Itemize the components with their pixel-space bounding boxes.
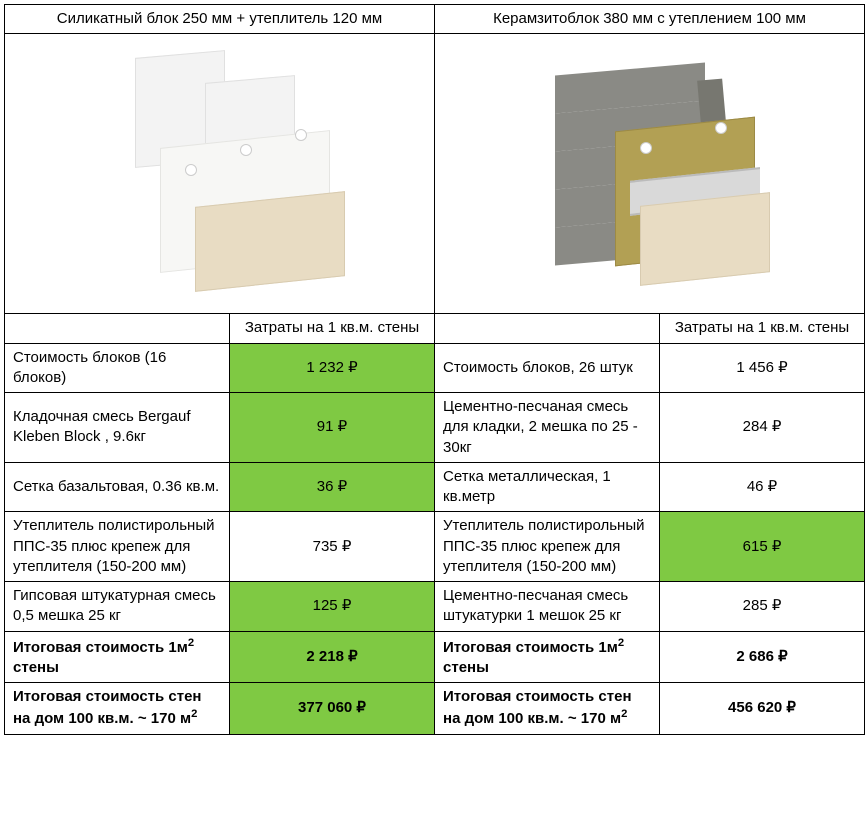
row-label-right: Сетка металлическая, 1 кв.метр [435, 462, 660, 512]
row-value-left: 1 232 ₽ [230, 343, 435, 393]
table-row: Кладочная смесь Bergauf Kleben Block , 9… [5, 393, 865, 463]
row-label-right: Утеплитель полистирольный ППС-35 плюс кр… [435, 512, 660, 582]
total-label-left: Итоговая стоимость 1м2 стены [5, 631, 230, 683]
table-row: Утеплитель полистирольный ППС-35 плюс кр… [5, 512, 865, 582]
total-label-right: Итоговая стоимость стен на дом 100 кв.м.… [435, 683, 660, 735]
row-label-right: Цементно-песчаная смесь для кладки, 2 ме… [435, 393, 660, 463]
row-label-right: Стоимость блоков, 26 штук [435, 343, 660, 393]
cost-header-right: Затраты на 1 кв.м. стены [660, 314, 865, 343]
total-row: Итоговая стоимость стен на дом 100 кв.м.… [5, 683, 865, 735]
row-label-left: Гипсовая штукатурная смесь 0,5 мешка 25 … [5, 582, 230, 632]
row-value-right: 615 ₽ [660, 512, 865, 582]
table-row: Гипсовая штукатурная смесь 0,5 мешка 25 … [5, 582, 865, 632]
row-value-left: 91 ₽ [230, 393, 435, 463]
row-label-left: Кладочная смесь Bergauf Kleben Block , 9… [5, 393, 230, 463]
header-left: Силикатный блок 250 мм + утеплитель 120 … [5, 5, 435, 34]
row-value-left: 125 ₽ [230, 582, 435, 632]
cost-header-right-blank [435, 314, 660, 343]
total-label-left: Итоговая стоимость стен на дом 100 кв.м.… [5, 683, 230, 735]
cost-header-row: Затраты на 1 кв.м. стены Затраты на 1 кв… [5, 314, 865, 343]
row-label-left: Стоимость блоков (16 блоков) [5, 343, 230, 393]
header-right: Керамзитоблок 380 мм с утеплением 100 мм [435, 5, 865, 34]
table-row: Стоимость блоков (16 блоков)1 232 ₽Стоим… [5, 343, 865, 393]
cost-header-left: Затраты на 1 кв.м. стены [230, 314, 435, 343]
row-label-left: Утеплитель полистирольный ППС-35 плюс кр… [5, 512, 230, 582]
total-value-left: 2 218 ₽ [230, 631, 435, 683]
row-value-right: 284 ₽ [660, 393, 865, 463]
row-label-right: Цементно-песчаная смесь штукатурки 1 меш… [435, 582, 660, 632]
row-value-right: 46 ₽ [660, 462, 865, 512]
comparison-table: Силикатный блок 250 мм + утеплитель 120 … [4, 4, 865, 735]
total-value-left: 377 060 ₽ [230, 683, 435, 735]
total-row: Итоговая стоимость 1м2 стены2 218 ₽Итого… [5, 631, 865, 683]
image-left [5, 34, 435, 314]
total-label-right: Итоговая стоимость 1м2 стены [435, 631, 660, 683]
table-row: Сетка базальтовая, 0.36 кв.м.36 ₽Сетка м… [5, 462, 865, 512]
total-value-right: 456 620 ₽ [660, 683, 865, 735]
keramzit-block-illustration [520, 44, 780, 304]
row-label-left: Сетка базальтовая, 0.36 кв.м. [5, 462, 230, 512]
image-row [5, 34, 865, 314]
row-value-left: 36 ₽ [230, 462, 435, 512]
cost-header-left-blank [5, 314, 230, 343]
image-right [435, 34, 865, 314]
silicate-block-illustration [90, 44, 350, 304]
total-value-right: 2 686 ₽ [660, 631, 865, 683]
row-value-left: 735 ₽ [230, 512, 435, 582]
header-row: Силикатный блок 250 мм + утеплитель 120 … [5, 5, 865, 34]
row-value-right: 1 456 ₽ [660, 343, 865, 393]
row-value-right: 285 ₽ [660, 582, 865, 632]
